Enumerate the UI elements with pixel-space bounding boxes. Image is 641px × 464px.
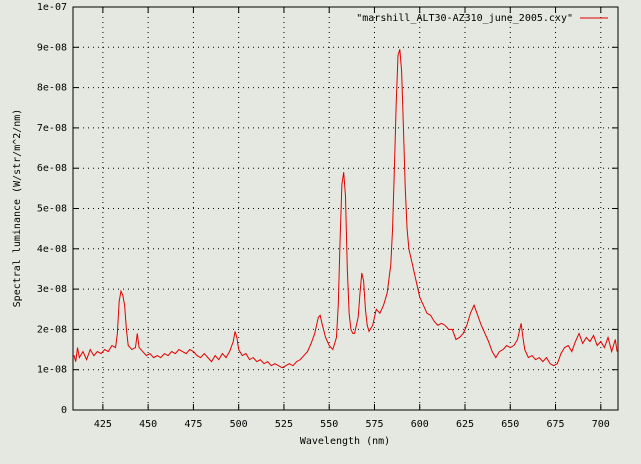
legend-label: "marshill_ALT30-AZ310_june_2005.cxy" xyxy=(356,13,573,24)
x-tick-label: 600 xyxy=(411,419,429,430)
x-tick-label: 575 xyxy=(365,419,383,430)
y-tick-label: 7e-08 xyxy=(37,123,67,134)
x-axis-label: Wavelength (nm) xyxy=(300,436,390,447)
y-tick-label: 0 xyxy=(61,405,67,416)
y-tick-label: 8e-08 xyxy=(37,83,67,94)
y-tick-label: 9e-08 xyxy=(37,42,67,53)
x-tick-label: 525 xyxy=(275,419,293,430)
y-tick-label: 3e-08 xyxy=(37,284,67,295)
y-axis-label: Spectral luminance (W/str/m^2/nm) xyxy=(12,109,23,308)
y-tick-label: 1e-08 xyxy=(37,365,67,376)
y-tick-label: 6e-08 xyxy=(37,163,67,174)
plot-border xyxy=(72,6,619,411)
x-tick-label: 650 xyxy=(501,419,519,430)
x-tick-label: 675 xyxy=(547,419,565,430)
x-tick-label: 425 xyxy=(94,419,112,430)
x-tick-label: 475 xyxy=(184,419,202,430)
y-tick-label: 5e-08 xyxy=(37,204,67,215)
y-tick-label: 2e-08 xyxy=(37,324,67,335)
y-tick-label: 4e-08 xyxy=(37,244,67,255)
data-line xyxy=(73,49,618,369)
x-tick-label: 625 xyxy=(456,419,474,430)
y-tick-label: 1e-07 xyxy=(37,2,67,13)
x-tick-label: 450 xyxy=(139,419,157,430)
x-tick-label: 700 xyxy=(592,419,610,430)
x-tick-label: 500 xyxy=(230,419,248,430)
x-tick-label: 550 xyxy=(320,419,338,430)
